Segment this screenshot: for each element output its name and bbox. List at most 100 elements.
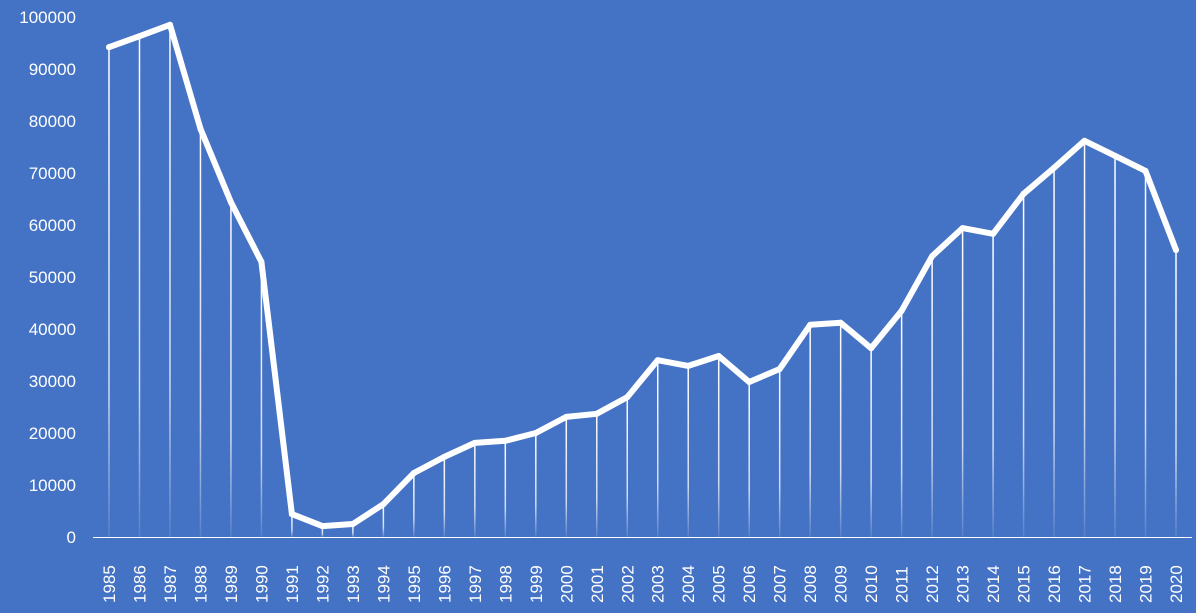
data-point — [593, 410, 600, 417]
x-tick-label: 2014 — [984, 565, 1003, 603]
drop-line — [474, 442, 476, 537]
x-tick-label: 2001 — [588, 565, 607, 603]
data-point — [532, 430, 539, 436]
data-point — [319, 523, 326, 530]
x-tick-label: 2015 — [1015, 565, 1034, 603]
data-point — [868, 345, 875, 352]
x-tick-label: 1994 — [374, 565, 393, 603]
drop-line — [443, 456, 446, 537]
data-point — [227, 199, 234, 206]
data-point — [929, 253, 936, 260]
drop-line — [1053, 167, 1055, 538]
drop-line — [199, 128, 202, 538]
data-point — [746, 379, 753, 386]
series-line — [106, 21, 1179, 530]
x-tick-label: 2006 — [740, 565, 759, 603]
y-tick-label: 70000 — [29, 164, 76, 183]
y-tick-label: 60000 — [29, 216, 76, 235]
data-point — [441, 453, 448, 460]
drop-line — [504, 440, 507, 537]
y-tick-label: 50000 — [29, 268, 76, 287]
x-tick-label: 2017 — [1076, 565, 1095, 603]
x-tick-label: 1995 — [405, 565, 424, 603]
drop-line — [535, 433, 537, 537]
x-tick-label: 2009 — [832, 565, 851, 603]
y-tick-label: 0 — [67, 528, 76, 547]
data-point — [1020, 190, 1027, 197]
drop-line — [931, 256, 933, 537]
x-tick-label: 1996 — [435, 565, 454, 603]
x-tick-label: 1989 — [222, 565, 241, 603]
data-point — [197, 125, 204, 132]
y-tick-label: 80000 — [29, 112, 76, 131]
y-tick-label: 10000 — [29, 476, 76, 495]
data-point — [563, 413, 570, 420]
drop-line — [138, 36, 141, 538]
data-point — [1081, 137, 1088, 144]
drop-line — [291, 514, 293, 537]
data-point — [1051, 164, 1058, 171]
drop-line — [961, 228, 964, 537]
drop-line — [230, 202, 232, 537]
drop-line — [413, 473, 415, 537]
x-tick-label: 2016 — [1045, 565, 1064, 603]
data-point — [624, 394, 631, 401]
x-tick-label: 2000 — [557, 565, 576, 603]
drop-line — [1175, 249, 1177, 537]
data-point — [106, 44, 112, 51]
drop-line — [748, 382, 750, 537]
data-point — [1112, 152, 1119, 159]
drop-line — [809, 324, 811, 537]
y-tick-label: 30000 — [29, 372, 76, 391]
drop-line — [626, 397, 629, 537]
data-point — [654, 357, 661, 364]
drop-line — [656, 360, 659, 537]
drop-line — [352, 524, 354, 537]
data-point — [990, 230, 997, 237]
data-point — [776, 366, 783, 373]
data-point — [502, 437, 509, 444]
x-tick-label: 2013 — [954, 565, 973, 603]
drop-line — [1022, 193, 1025, 538]
data-point — [959, 225, 966, 232]
data-point — [380, 501, 387, 508]
x-tick-label: 1991 — [283, 565, 302, 603]
y-tick-label: 90000 — [29, 60, 76, 79]
data-point — [1142, 167, 1149, 174]
x-tick-label: 2018 — [1106, 565, 1125, 603]
drop-line — [687, 365, 689, 537]
x-tick-label: 2005 — [710, 565, 729, 603]
data-point — [807, 321, 814, 328]
x-tick-label: 1985 — [100, 565, 119, 603]
x-tick-label: 2011 — [893, 566, 912, 603]
drop-line — [778, 369, 781, 537]
x-tick-label: 2007 — [771, 565, 790, 603]
drop-line — [596, 413, 598, 537]
data-point — [410, 470, 417, 477]
y-tick-label: 20000 — [29, 424, 76, 443]
x-tick-label: 1987 — [161, 565, 180, 603]
drop-line — [260, 261, 263, 537]
data-point — [685, 362, 692, 369]
x-tick-label: 1986 — [130, 565, 149, 603]
data-point — [349, 521, 356, 527]
data-point — [288, 511, 295, 518]
data-point — [898, 307, 905, 314]
x-tick-label: 2004 — [679, 565, 698, 603]
drop-line — [565, 416, 568, 537]
x-tick-label: 2020 — [1167, 565, 1186, 603]
x-tick-label: 2008 — [801, 565, 820, 603]
y-tick-label: 100000 — [19, 8, 76, 27]
x-tick-label: 1997 — [466, 565, 485, 603]
y-tick-label: 40000 — [29, 320, 76, 339]
drop-line — [382, 504, 385, 537]
x-tick-label: 2010 — [862, 565, 881, 603]
x-tick-label: 1999 — [527, 565, 546, 603]
drop-line — [1114, 155, 1116, 537]
x-tick-label: 2003 — [649, 565, 668, 603]
drop-line — [839, 322, 842, 537]
drop-line — [108, 47, 110, 537]
x-tick-label: 1998 — [496, 565, 515, 603]
x-tick-label: 1990 — [252, 565, 271, 603]
